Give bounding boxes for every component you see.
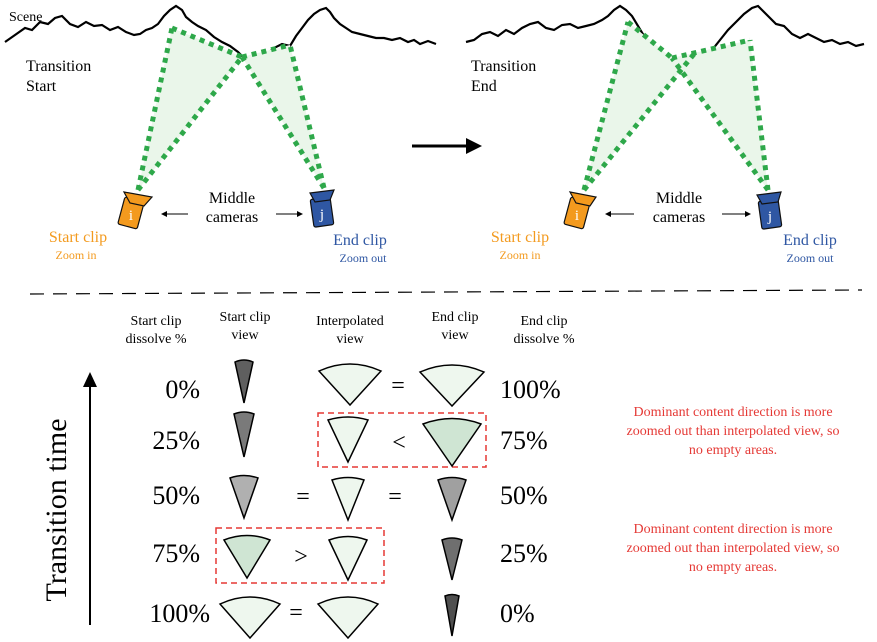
end-view-wedge <box>418 364 486 408</box>
header-end-view: view <box>441 328 469 343</box>
transition-label: Transition <box>26 58 91 75</box>
start-view-wedge <box>233 411 255 458</box>
comparison-op: < <box>392 430 406 456</box>
section-divider <box>29 289 863 295</box>
transition-start-panel: Scene Transition Start i j Middle camera… <box>4 4 437 265</box>
transition-label: Start <box>26 78 57 95</box>
end-pct: 50% <box>500 481 548 510</box>
note-text: Dominant content direction is more <box>633 522 832 537</box>
note-text: zoomed out than interpolated view, so <box>627 424 840 439</box>
middle-cameras-label: cameras <box>206 209 258 226</box>
highlight-box <box>317 412 487 468</box>
end-pct: 0% <box>500 599 535 628</box>
end-clip-label: End clip <box>783 232 837 249</box>
header-interp-view: Interpolated <box>316 314 384 329</box>
interp-view-wedge <box>316 596 380 640</box>
frustum-line <box>136 55 244 192</box>
frustum-line <box>669 56 771 192</box>
panel-arrow-head <box>466 138 482 154</box>
end-pct: 25% <box>500 539 548 568</box>
end-pct: 75% <box>500 426 548 455</box>
interp-view-wedge <box>317 363 383 407</box>
frustum-line <box>241 42 291 60</box>
end-clip-sub: Zoom out <box>787 251 835 265</box>
start-pct: 75% <box>152 539 200 568</box>
note-text: Dominant content direction is more <box>633 405 832 420</box>
start-pct: 100% <box>149 599 210 628</box>
comparison-op: = <box>391 373 405 399</box>
note-text: no empty areas. <box>689 560 777 575</box>
end-clip-label: End clip <box>333 232 387 249</box>
dissolve-table: Start clip dissolve % Start clip view In… <box>40 310 840 640</box>
start-clip-sub: Zoom in <box>56 248 97 262</box>
start-pct: 50% <box>152 481 200 510</box>
header-end-dissolve: End clip <box>520 314 567 329</box>
start-clip-sub: Zoom in <box>500 248 541 262</box>
middle-cameras-label: Middle <box>656 190 702 207</box>
middle-cameras-label: cameras <box>653 209 705 226</box>
header-end-dissolve: dissolve % <box>513 332 574 347</box>
interp-view-wedge <box>331 476 365 523</box>
right-frustum-fill-j <box>672 40 768 190</box>
highlight-box <box>215 527 385 584</box>
scene-label: Scene <box>9 10 42 25</box>
frustum-line <box>135 27 175 191</box>
note-text: zoomed out than interpolated view, so <box>627 541 840 556</box>
start-view-wedge <box>229 474 259 521</box>
comparison-op: = <box>289 600 303 626</box>
middle-cameras-label: Middle <box>209 190 255 207</box>
end-view-wedge <box>441 537 463 581</box>
transition-label: End <box>471 78 497 95</box>
end-view-wedge <box>437 476 467 523</box>
interp-view-wedge <box>326 416 370 464</box>
time-axis-label: Transition time <box>40 418 73 601</box>
start-clip-label: Start clip <box>49 229 107 246</box>
header-start-view: Start clip <box>220 310 271 325</box>
frustum-line <box>171 25 243 60</box>
comparison-op: = <box>296 484 310 510</box>
transition-end-panel: Transition End i j Middle cameras Start … <box>465 4 865 265</box>
frustum-line <box>581 21 631 191</box>
end-clip-sub: Zoom out <box>340 251 388 265</box>
comparison-op: = <box>388 484 402 510</box>
start-camera-icon: i <box>563 191 598 230</box>
header-start-view: view <box>231 328 259 343</box>
header-end-view: End clip <box>431 310 478 325</box>
frustum-line <box>287 44 327 189</box>
interp-view-wedge <box>327 535 369 582</box>
end-view-wedge <box>421 417 483 468</box>
start-camera-icon: i <box>117 191 154 230</box>
end-view-wedge <box>444 593 460 637</box>
camera-letter: j <box>319 207 324 223</box>
start-pct: 25% <box>152 426 200 455</box>
start-clip-label: Start clip <box>491 229 549 246</box>
time-axis-arrowhead <box>83 372 97 387</box>
start-view-wedge <box>222 534 272 580</box>
header-interp-view: view <box>336 332 364 347</box>
start-pct: 0% <box>165 375 200 404</box>
scene-terrain-left <box>4 4 437 66</box>
header-start-dissolve: Start clip <box>131 314 182 329</box>
frustum-line <box>671 37 751 61</box>
comparison-op: > <box>294 544 308 570</box>
note-text: no empty areas. <box>689 443 777 458</box>
header-start-dissolve: dissolve % <box>125 332 186 347</box>
right-frustum-fill-i <box>584 22 694 190</box>
camera-letter: j <box>767 209 772 225</box>
end-pct: 100% <box>500 375 561 404</box>
start-view-wedge <box>234 359 254 404</box>
end-camera-icon: j <box>309 189 335 228</box>
camera-letter: i <box>129 208 133 224</box>
transition-label: Transition <box>471 58 536 75</box>
start-view-wedge <box>218 596 282 640</box>
camera-letter: i <box>575 208 579 224</box>
end-camera-icon: j <box>756 191 783 230</box>
